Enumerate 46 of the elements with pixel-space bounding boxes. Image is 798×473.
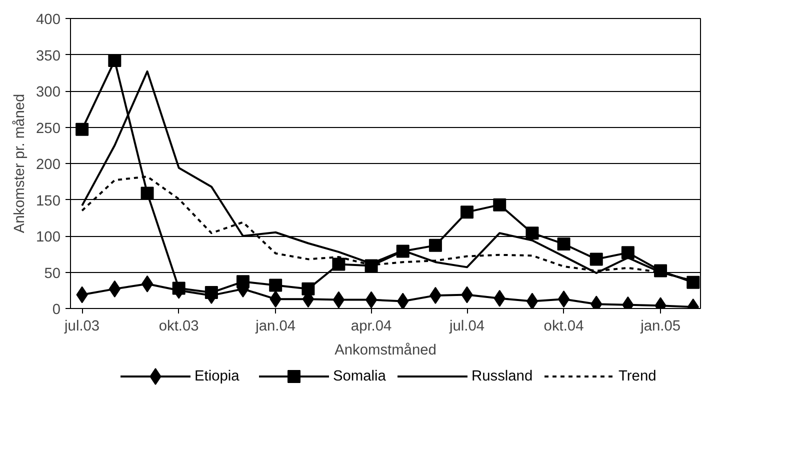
x-tick-label: jul.04 bbox=[448, 318, 485, 334]
point bbox=[590, 252, 603, 266]
y-tick-label: 50 bbox=[44, 266, 61, 282]
x-tick-label: apr.04 bbox=[350, 318, 392, 334]
point bbox=[397, 292, 409, 308]
legend-label: Trend bbox=[618, 368, 656, 384]
point bbox=[236, 275, 250, 288]
x-axis-title: Ankomstmåned bbox=[334, 342, 436, 358]
point bbox=[460, 206, 474, 219]
point bbox=[269, 278, 282, 292]
legend-label: Russland bbox=[472, 368, 533, 384]
point bbox=[526, 292, 538, 308]
point bbox=[76, 122, 89, 136]
y-tick-label: 400 bbox=[36, 12, 61, 28]
x-tick-label: okt.04 bbox=[544, 318, 584, 334]
point bbox=[686, 276, 700, 289]
point bbox=[557, 237, 570, 250]
point bbox=[172, 282, 186, 295]
point bbox=[302, 282, 315, 296]
point bbox=[365, 291, 378, 308]
point bbox=[621, 246, 634, 260]
y-tick-label: 0 bbox=[52, 302, 61, 318]
x-tick-label: okt.03 bbox=[158, 318, 199, 334]
x-tick-label: jan.04 bbox=[254, 318, 296, 334]
point bbox=[332, 291, 345, 308]
point bbox=[140, 186, 154, 200]
y-tick-label: 150 bbox=[36, 193, 61, 210]
point bbox=[204, 286, 218, 300]
legend-label: Etiopia bbox=[194, 368, 240, 384]
x-tick-label: jan.05 bbox=[640, 318, 681, 334]
y-tick-label: 300 bbox=[36, 84, 61, 100]
point bbox=[493, 198, 506, 212]
point bbox=[428, 238, 442, 252]
legend-label: Somalia bbox=[333, 368, 387, 384]
point bbox=[108, 54, 122, 68]
y-tick-label: 200 bbox=[36, 157, 61, 173]
point bbox=[141, 275, 154, 292]
point bbox=[108, 280, 121, 298]
point bbox=[332, 258, 346, 271]
point bbox=[526, 226, 539, 240]
y-tick-label: 250 bbox=[36, 120, 61, 137]
point bbox=[558, 290, 570, 308]
y-axis-title: Ankomster pr. måned bbox=[12, 94, 28, 234]
y-tick-label: 350 bbox=[36, 48, 61, 64]
x-tick-label: jul.03 bbox=[64, 318, 100, 334]
y-tick-label: 100 bbox=[36, 230, 61, 246]
